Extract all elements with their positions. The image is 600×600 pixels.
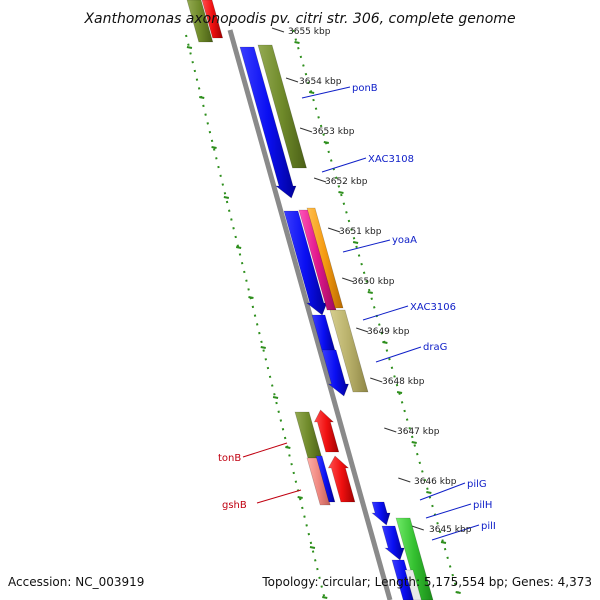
track-mark [260, 346, 266, 349]
gene-olive-top-left[interactable] [186, 0, 214, 43]
gene-label-yoaA[interactable]: yoaA [392, 235, 417, 246]
track-mark [308, 91, 315, 94]
tick-label: 3645 kbp [429, 525, 472, 535]
track-mark [248, 296, 254, 299]
gene-blue-gshB[interactable] [315, 455, 336, 503]
tick-mark [384, 427, 397, 433]
gc-dotted-tracks [185, 29, 461, 600]
gene-white-bottom[interactable] [404, 569, 422, 600]
gene-blue-pilH[interactable] [381, 525, 405, 561]
tick-mark [313, 177, 327, 183]
track-mark [235, 246, 242, 249]
track-mark [440, 541, 447, 544]
gene-label-tonB[interactable]: tonB [218, 453, 241, 464]
gene-salmon-gshB[interactable] [306, 457, 331, 506]
label-leader-lines [242, 86, 480, 541]
tick-label: 3650 kbp [352, 277, 395, 287]
track-mark [322, 596, 328, 599]
backbone-line [227, 29, 393, 600]
tick-label: 3652 kbp [325, 177, 368, 187]
gene-olive-ponB[interactable] [257, 44, 307, 169]
tick-mark [342, 277, 355, 283]
leader-line [431, 524, 480, 541]
track-mark [352, 241, 359, 244]
gene-blue-ponB[interactable] [239, 46, 297, 199]
track-mark [211, 146, 217, 149]
track-mark [382, 341, 388, 344]
track-mark [426, 491, 432, 494]
track-mark [338, 191, 344, 194]
leader-line [256, 489, 302, 504]
gene-red-gshB[interactable] [327, 455, 356, 503]
track-mark [223, 196, 230, 199]
tick-mark [327, 227, 341, 233]
gene-features [186, 0, 434, 600]
tick-label: 3646 kbp [414, 477, 457, 487]
track-mark [411, 441, 417, 444]
gene-blue-XAC3108[interactable] [283, 210, 328, 316]
gene-khaki-XAC3106[interactable] [329, 309, 369, 393]
tick-mark [356, 327, 369, 333]
tick-mark [271, 27, 285, 33]
gene-label-pilI[interactable]: pilI [481, 521, 496, 532]
leader-line [425, 503, 472, 519]
gene-label-XAC3106[interactable]: XAC3106 [410, 302, 456, 313]
tick-label: 3649 kbp [367, 327, 410, 337]
gene-label-gshB[interactable]: gshB [222, 500, 247, 511]
tick-marks [271, 27, 424, 531]
track-mark [396, 391, 403, 394]
track-mark [367, 291, 373, 294]
tick-mark [370, 377, 383, 383]
leader-line [419, 482, 466, 501]
accession-text: Accession: NC_003919 [8, 575, 144, 589]
tick-label: 3654 kbp [299, 77, 342, 87]
tick-label: 3648 kbp [382, 377, 425, 387]
track-mark [285, 446, 291, 449]
gene-label-pilG[interactable]: pilG [467, 479, 487, 490]
tick-label: 3651 kbp [339, 227, 382, 237]
tick-label: 3647 kbp [397, 427, 440, 437]
track-mark [323, 141, 330, 144]
tick-mark [299, 127, 313, 133]
tick-mark [398, 477, 411, 483]
gene-label-draG[interactable]: draG [423, 342, 447, 353]
track-mark [455, 591, 461, 594]
tick-mark [411, 525, 424, 531]
tick-label: 3655 kbp [288, 27, 331, 37]
tick-mark [285, 77, 299, 83]
tick-label: 3653 kbp [312, 127, 355, 137]
leader-line [342, 239, 391, 253]
track-mark [199, 96, 205, 99]
gene-red-top-left[interactable] [201, 0, 224, 39]
leader-line [242, 442, 288, 458]
leader-line [362, 305, 409, 321]
gene-blue-draG[interactable] [321, 349, 349, 397]
gene-orange-yoaA[interactable] [306, 207, 344, 309]
track-mark [294, 41, 300, 44]
leader-line [375, 346, 422, 363]
gene-blue-pilG[interactable] [371, 501, 391, 526]
track-mark [297, 496, 303, 499]
gene-label-ponB[interactable]: ponB [352, 83, 378, 94]
map-title: Xanthomonas axonopodis pv. citri str. 30… [83, 11, 515, 27]
gene-red-tonB[interactable] [313, 409, 340, 453]
gene-label-XAC3108[interactable]: XAC3108 [368, 154, 414, 165]
gene-label-pilH[interactable]: pilH [473, 500, 492, 511]
leader-line [321, 157, 367, 173]
track-mark [186, 46, 193, 49]
gene-blue-pil-bottom[interactable] [391, 559, 416, 600]
track-mark [272, 396, 279, 399]
genome-summary-text: Topology: circular; Length: 5,175,554 bp… [261, 575, 592, 589]
leader-line [301, 86, 351, 99]
track-mark [309, 546, 316, 549]
